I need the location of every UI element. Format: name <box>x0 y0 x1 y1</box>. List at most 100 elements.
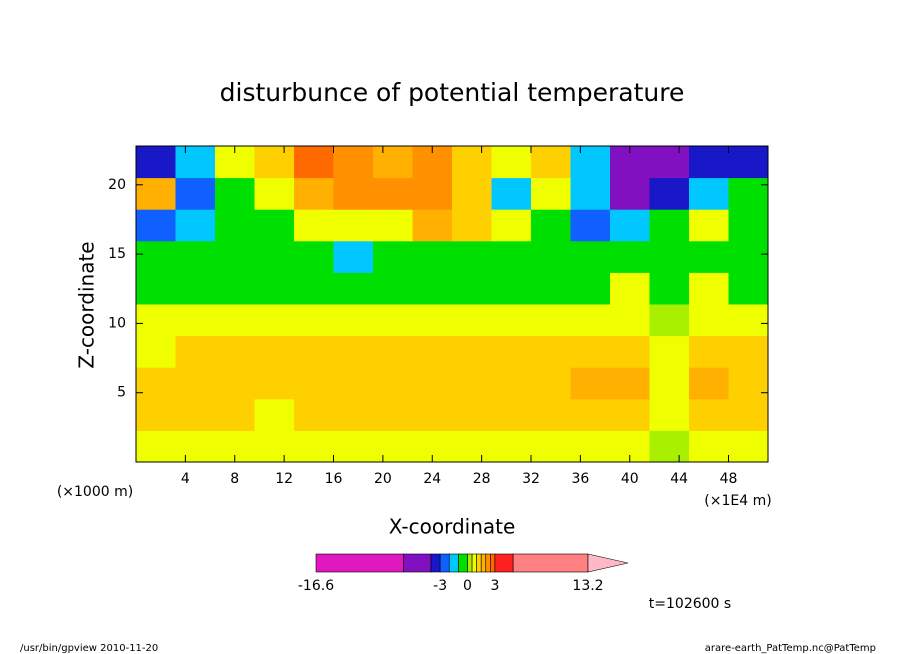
contour-cell <box>452 398 492 431</box>
contour-cell <box>373 367 413 400</box>
y-tick-label: 15 <box>108 246 126 262</box>
contour-cell <box>294 430 334 463</box>
contour-cell <box>610 398 650 431</box>
contour-cell <box>610 240 650 273</box>
contour-cell <box>531 430 571 463</box>
contour-cell <box>452 430 492 463</box>
contour-cell <box>728 430 769 463</box>
contour-cell <box>728 177 769 210</box>
x-tick-label: 44 <box>670 471 688 487</box>
contour-cell <box>175 272 216 305</box>
contour-cell <box>294 177 334 210</box>
contour-cell <box>491 209 532 242</box>
contour-cell <box>215 209 255 242</box>
contour-cell <box>254 335 295 368</box>
contour-cell <box>452 335 492 368</box>
contour-cell <box>728 146 769 179</box>
contour-cell <box>570 240 611 273</box>
contour-cell <box>175 146 216 179</box>
contour-cell <box>333 430 374 463</box>
x-tick-label: 32 <box>522 471 540 487</box>
contour-cell <box>333 398 374 431</box>
contour-cell <box>452 304 492 337</box>
contour-cell <box>610 209 650 242</box>
x-tick-label: 4 <box>181 471 190 487</box>
contour-cell <box>610 335 650 368</box>
contour-cell <box>215 398 255 431</box>
contour-cell <box>689 398 729 431</box>
colorbar-segment <box>448 553 459 573</box>
contour-cell <box>175 367 216 400</box>
colorbar-tick-label: 13.2 <box>572 578 603 594</box>
colorbar-segment <box>439 553 450 573</box>
contour-cell <box>294 209 334 242</box>
contour-cell <box>531 367 571 400</box>
contour-cell <box>728 240 769 273</box>
contour-cell <box>175 430 216 463</box>
contour-cell <box>333 209 374 242</box>
contour-cell <box>531 304 571 337</box>
contour-cell <box>333 367 374 400</box>
contour-cell <box>215 304 255 337</box>
contour-cell <box>294 398 334 431</box>
contour-cell <box>689 304 729 337</box>
footer-right: arare-earth_PatTemp.nc@PatTemp <box>705 643 876 654</box>
contour-cell <box>215 367 255 400</box>
x-tick-label: 36 <box>571 471 589 487</box>
contour-cell <box>412 240 453 273</box>
x-unit-right: (×1E4 m) <box>704 493 771 509</box>
contour-cell <box>294 335 334 368</box>
contour-cell <box>373 304 413 337</box>
contour-cell <box>254 209 295 242</box>
contour-cell <box>294 304 334 337</box>
colorbar-segment <box>490 553 496 573</box>
contour-cell <box>294 272 334 305</box>
contour-cell <box>728 367 769 400</box>
contour-cell <box>452 146 492 179</box>
contour-cell <box>491 367 532 400</box>
colorbar-segment <box>494 553 514 573</box>
contour-cell <box>412 304 453 337</box>
contour-cell <box>294 146 334 179</box>
colorbar-tick-label: 0 <box>463 578 472 594</box>
colorbar-extend <box>587 553 629 573</box>
contour-cell <box>412 272 453 305</box>
contour-cell <box>136 304 176 337</box>
contour-cell <box>689 430 729 463</box>
contour-cell <box>570 272 611 305</box>
contour-cell <box>175 398 216 431</box>
colorbar-segment <box>467 553 473 573</box>
contour-cell <box>136 335 176 368</box>
contour-cell <box>294 240 334 273</box>
contour-cell <box>333 177 374 210</box>
contour-cell <box>175 304 216 337</box>
x-tick-label: 8 <box>230 471 239 487</box>
contour-cell <box>294 367 334 400</box>
contour-cell <box>136 272 176 305</box>
contour-cell <box>649 177 690 210</box>
contour-cell <box>452 272 492 305</box>
colorbar-tick-label: 3 <box>490 578 499 594</box>
contour-cell <box>452 367 492 400</box>
x-unit-left: (×1000 m) <box>57 484 133 500</box>
contour-cell <box>333 272 374 305</box>
contour-cell <box>373 335 413 368</box>
contour-cell <box>333 304 374 337</box>
contour-cell <box>491 240 532 273</box>
contour-cell <box>689 146 729 179</box>
contour-cell <box>136 146 176 179</box>
contour-cell <box>136 398 176 431</box>
contour-cell <box>215 177 255 210</box>
contour-cell <box>570 367 611 400</box>
contour-cell <box>649 146 690 179</box>
contour-cell <box>373 240 413 273</box>
contour-cell <box>254 240 295 273</box>
contour-cell <box>610 177 650 210</box>
contour-cell <box>412 398 453 431</box>
contour-cell <box>452 240 492 273</box>
contour-cell <box>373 430 413 463</box>
contour-cell <box>254 272 295 305</box>
colorbar-segment <box>471 553 477 573</box>
colorbar-segment <box>485 553 491 573</box>
footer-left: /usr/bin/gpview 2010-11-20 <box>20 643 158 654</box>
